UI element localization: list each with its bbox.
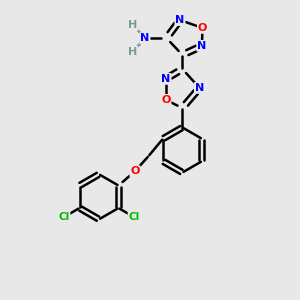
Text: O: O	[130, 166, 140, 176]
Text: N: N	[161, 74, 170, 84]
Text: Cl: Cl	[58, 212, 70, 222]
Text: O: O	[161, 95, 171, 105]
Text: Cl: Cl	[128, 212, 140, 222]
Text: N: N	[195, 83, 204, 93]
Text: H: H	[128, 20, 137, 30]
Text: N: N	[140, 33, 149, 43]
Text: N: N	[176, 15, 184, 25]
Text: N: N	[197, 41, 206, 51]
Text: O: O	[198, 23, 207, 33]
Text: H: H	[128, 47, 137, 57]
